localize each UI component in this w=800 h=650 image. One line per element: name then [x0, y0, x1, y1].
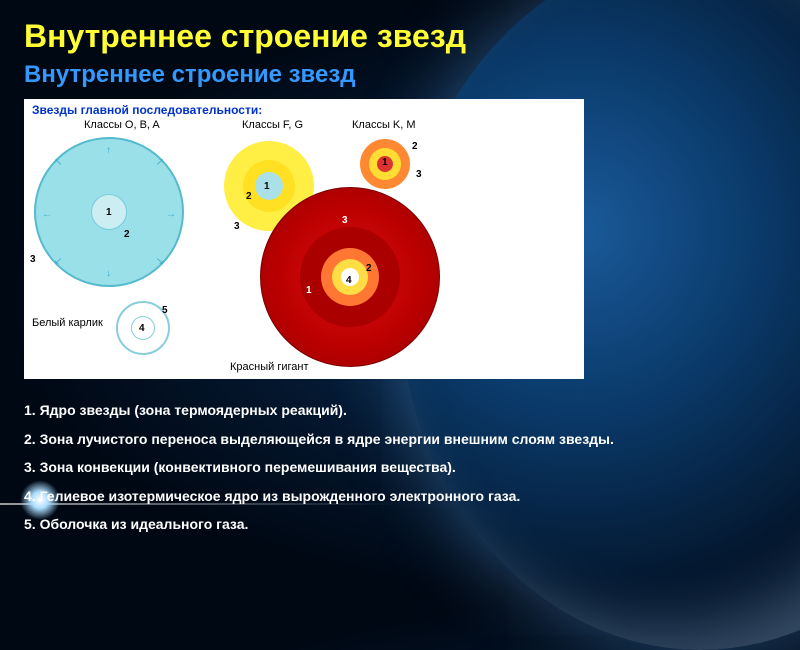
label-wd: Белый карлик — [32, 317, 103, 329]
legend-item: 3. Зона конвекции (конвективного перемеш… — [24, 454, 776, 481]
legend-item: 5. Оболочка из идеального газа. — [24, 511, 776, 538]
label-fg: Классы F, G — [242, 119, 303, 131]
legend-list: 1. Ядро звезды (зона термоядерных реакци… — [24, 397, 776, 538]
label-rg: Красный гигант — [230, 361, 308, 373]
num-fg-1: 1 — [264, 181, 270, 192]
num-km-1: 1 — [382, 157, 388, 168]
num-rg-1: 1 — [306, 285, 312, 296]
num-wd-5: 5 — [162, 305, 168, 316]
num-fg-2: 2 — [246, 191, 252, 202]
legend-item: 2. Зона лучистого переноса выделяющейся … — [24, 426, 776, 453]
num-rg-2: 2 — [366, 263, 372, 274]
num-rg-3: 3 — [342, 215, 348, 226]
num-oba-2: 2 — [124, 229, 130, 240]
label-oba: Классы O, B, A — [84, 119, 160, 131]
num-oba-3: 3 — [30, 254, 36, 265]
num-km-3: 3 — [416, 169, 422, 180]
num-fg-3: 3 — [234, 221, 240, 232]
legend-item: 1. Ядро звезды (зона термоядерных реакци… — [24, 397, 776, 424]
diagram-panel: Звезды главной последовательности: Класс… — [24, 99, 584, 379]
num-wd-4: 4 — [139, 323, 145, 334]
main-title: Внутреннее строение звезд — [24, 18, 776, 55]
label-km: Классы K, M — [352, 119, 416, 131]
subtitle: Внутреннее строение звезд — [24, 61, 776, 89]
legend-item: 4. Гелиевое изотермическое ядро из вырож… — [24, 483, 776, 510]
num-oba-1: 1 — [106, 207, 112, 218]
num-km-2: 2 — [412, 141, 418, 152]
num-rg-4: 4 — [346, 275, 352, 286]
diagram-header: Звезды главной последовательности: — [32, 103, 262, 117]
slide-content: Внутреннее строение звезд Внутреннее стр… — [0, 0, 800, 558]
